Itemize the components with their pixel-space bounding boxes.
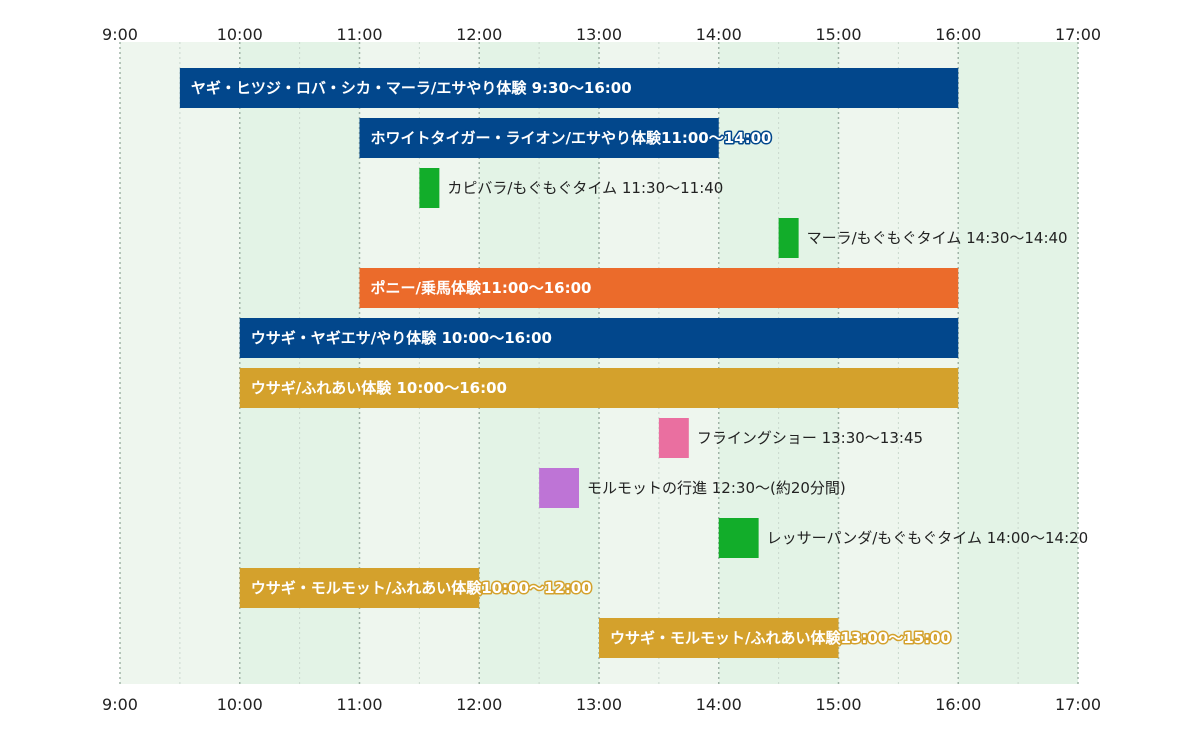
tick-label: 12:00 xyxy=(456,25,502,44)
tick-label: 11:00 xyxy=(336,695,382,714)
tick-label: 17:00 xyxy=(1055,25,1101,44)
task-bar xyxy=(539,468,580,508)
tick-label: 13:00 xyxy=(576,25,622,44)
task-bar xyxy=(239,368,959,408)
task-bar xyxy=(419,168,440,208)
task-label: ホワイトタイガー・ライオン/エサやり体験11:00〜14:00 xyxy=(371,129,772,147)
tick-label: 16:00 xyxy=(935,25,981,44)
task-bar xyxy=(658,418,689,458)
tick-label: 15:00 xyxy=(815,25,861,44)
task-label: ウサギ/ふれあい体験 10:00〜16:00 xyxy=(251,379,507,397)
tick-label: 16:00 xyxy=(935,695,981,714)
task-label: ウサギ・ヤギエサ/やり体験 10:00〜16:00 xyxy=(251,329,552,347)
task-label: フライングショー 13:30〜13:45 xyxy=(697,429,923,447)
tick-label: 10:00 xyxy=(217,695,263,714)
task-label: レッサーパンダ/もぐもぐタイム 14:00〜14:20 xyxy=(767,529,1089,547)
tick-label: 10:00 xyxy=(217,25,263,44)
task-label: ヤギ・ヒツジ・ロバ・シカ・マーラ/エサやり体験 9:30〜16:00 xyxy=(191,79,632,97)
tick-label: 17:00 xyxy=(1055,695,1101,714)
bottom-axis-ticks: 9:00 10:00 11:00 12:00 13:00 14:00 15:00 16:00 1… xyxy=(102,695,1101,714)
task-label: ウサギ・モルモット/ふれあい体験10:00〜12:00 xyxy=(251,579,592,597)
task-bar xyxy=(778,218,799,258)
task-label: ポニー/乗馬体験11:00〜16:00 xyxy=(371,279,592,297)
tick-label: 11:00 xyxy=(336,25,382,44)
tick-label: 14:00 xyxy=(696,695,742,714)
task-bar xyxy=(239,318,959,358)
task-bar xyxy=(179,68,959,108)
tick-label: 13:00 xyxy=(576,695,622,714)
task-bar xyxy=(239,568,480,608)
task-bar xyxy=(599,618,839,658)
tick-label: 9:00 xyxy=(102,25,138,44)
tick-label: 12:00 xyxy=(456,695,502,714)
task-bar xyxy=(359,118,719,158)
task-label: カピバラ/もぐもぐタイム 11:30〜11:40 xyxy=(447,179,723,197)
tick-label: 15:00 xyxy=(815,695,861,714)
tick-label: 9:00 xyxy=(102,695,138,714)
task-label: ウサギ・モルモット/ふれあい体験13:00〜15:00 xyxy=(610,629,951,647)
task-bar xyxy=(718,518,759,558)
task-bars: ヤギ・ヒツジ・ロバ・シカ・マーラ/エサやり体験 9:30〜16:00 ホワイトタイ… xyxy=(179,68,1089,658)
task-label: マーラ/もぐもぐタイム 14:30〜14:40 xyxy=(807,229,1068,247)
tick-label: 14:00 xyxy=(696,25,742,44)
task-bar xyxy=(359,268,959,308)
task-label: モルモットの行進 12:30〜(約20分間) xyxy=(587,479,846,497)
top-axis-ticks: 9:00 10:00 11:00 12:00 13:00 14:00 15:00 16:00 1… xyxy=(102,25,1101,44)
